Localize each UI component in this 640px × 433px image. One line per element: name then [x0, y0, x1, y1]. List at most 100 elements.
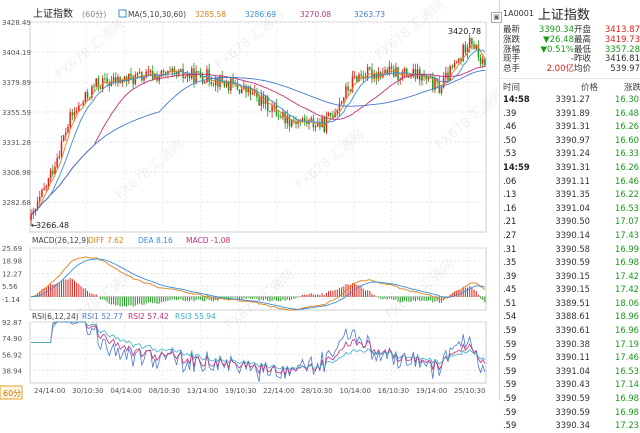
- watermark-text: FX678 汇通网: [223, 267, 297, 333]
- candle-body: [453, 63, 456, 68]
- x-tick-label: 30/10:30: [72, 387, 103, 395]
- quote-l1: 涨跌: [503, 34, 521, 45]
- candle-body: [45, 186, 48, 189]
- watermark-text: FX678 汇通网: [293, 127, 367, 193]
- ma60-value: 3263.73: [354, 10, 385, 19]
- tick-price: 3390.50: [555, 216, 590, 227]
- tick-time: .27: [503, 229, 517, 240]
- candle-body: [332, 115, 334, 118]
- tick-change: 17.19: [615, 338, 639, 349]
- candle-body: [108, 82, 111, 86]
- tick-change: 16.46: [615, 175, 639, 186]
- candle-body: [151, 71, 154, 80]
- quote-v1: ▼0.51%: [540, 44, 574, 55]
- candle-body: [227, 81, 230, 91]
- tick-price: 3390.15: [555, 270, 590, 281]
- candle-body: [269, 111, 271, 113]
- tick-time: .59: [503, 379, 517, 390]
- tick-change: 17.42: [615, 270, 639, 281]
- ma-line-ma5: [30, 44, 486, 215]
- candle-body: [223, 82, 226, 87]
- candle-body: [117, 76, 119, 83]
- candle-body: [84, 91, 87, 103]
- candle-body: [112, 77, 115, 82]
- candle-body: [147, 71, 150, 73]
- candle-body: [360, 74, 362, 76]
- candle-body: [338, 103, 341, 111]
- candle-body: [212, 84, 215, 86]
- tick-row: .59 3391.04 16.53: [500, 365, 640, 379]
- tick-time: .53: [503, 148, 517, 159]
- rsi3-label: RSI3 55.94: [175, 312, 216, 321]
- quote-v2: 3416.81: [604, 54, 640, 65]
- tick-price: 3390.34: [555, 420, 590, 431]
- quote-v1: ▼26.48: [543, 34, 574, 45]
- candle-body: [351, 76, 354, 90]
- candle-body: [395, 67, 397, 77]
- macd-dea-line: [31, 258, 486, 310]
- tick-time: .35: [503, 257, 517, 268]
- candle-body: [366, 67, 369, 79]
- candle-body: [73, 112, 76, 116]
- candle-body: [82, 102, 84, 105]
- x-tick-label: 13/14:00: [187, 387, 218, 395]
- candle-body: [442, 77, 445, 88]
- tick-price: 3391.04: [555, 365, 590, 376]
- candle-body: [95, 78, 97, 87]
- ma-checkbox-icon[interactable]: [118, 9, 127, 18]
- candle-body: [30, 214, 32, 221]
- tick-list[interactable]: 14:58 3391.27 16.30 .39 3391.89 16.48 .46 3391.…: [500, 93, 640, 433]
- candle-body: [184, 76, 187, 79]
- candle-body: [384, 69, 386, 74]
- candle-body: [138, 72, 141, 74]
- candle-body: [327, 113, 330, 117]
- tick-change: 18.06: [615, 297, 639, 308]
- tick-price: 3391.24: [555, 148, 590, 159]
- tick-price: 3390.59: [555, 393, 590, 404]
- ticks-header-time: 时间: [503, 82, 521, 93]
- main-y-tick: 3331.28: [2, 139, 31, 147]
- candle-body: [386, 69, 388, 75]
- ma30-value: 3270.08: [300, 10, 331, 19]
- tick-change: 17.43: [615, 229, 639, 240]
- candle-body: [230, 78, 232, 91]
- tick-row: 14:58 3391.27 16.30: [500, 93, 640, 107]
- candle-body: [390, 66, 393, 70]
- quote-v1: 3390.34: [538, 25, 574, 35]
- candle-body: [132, 76, 134, 85]
- candle-body: [464, 45, 467, 53]
- candle-body: [145, 71, 147, 78]
- tick-time: .45: [503, 284, 517, 295]
- candle-body: [149, 71, 152, 73]
- collapse-icon[interactable]: ▣: [491, 12, 502, 23]
- rsi1-line: [31, 321, 486, 382]
- candle-body: [56, 158, 58, 167]
- tick-change: 17.14: [615, 379, 639, 390]
- tick-row: .35 3390.59 16.98: [500, 256, 640, 270]
- candle-body: [60, 141, 63, 157]
- quote-v2: 3419.73: [604, 34, 640, 45]
- tick-row: .59 3390.43 17.14: [500, 378, 640, 392]
- macd-panel: [30, 256, 486, 311]
- period-tab[interactable]: [0, 385, 23, 400]
- ma5-value: 3285.58: [195, 10, 226, 19]
- candle-body: [251, 92, 254, 95]
- tick-price: 3388.61: [555, 311, 590, 322]
- tick-price: 3391.11: [555, 175, 590, 186]
- tick-time: .46: [503, 121, 517, 132]
- macd-diff-line: [31, 256, 486, 311]
- tick-row: .21 3390.50 17.07: [500, 215, 640, 229]
- candle-body: [336, 110, 339, 113]
- candle-body: [238, 89, 241, 94]
- candle-body: [347, 86, 349, 91]
- candle-body: [401, 71, 404, 79]
- candle-body: [303, 118, 306, 122]
- candle-body: [471, 38, 473, 45]
- ma-line-ma30: [30, 65, 485, 215]
- main-y-tick: 3355.59: [2, 109, 31, 117]
- candle-body: [375, 73, 378, 79]
- candle-body: [436, 78, 438, 82]
- macd-y-tick: 18.98: [2, 258, 22, 266]
- tick-price: 3391.31: [555, 161, 590, 172]
- candle-body: [295, 121, 297, 124]
